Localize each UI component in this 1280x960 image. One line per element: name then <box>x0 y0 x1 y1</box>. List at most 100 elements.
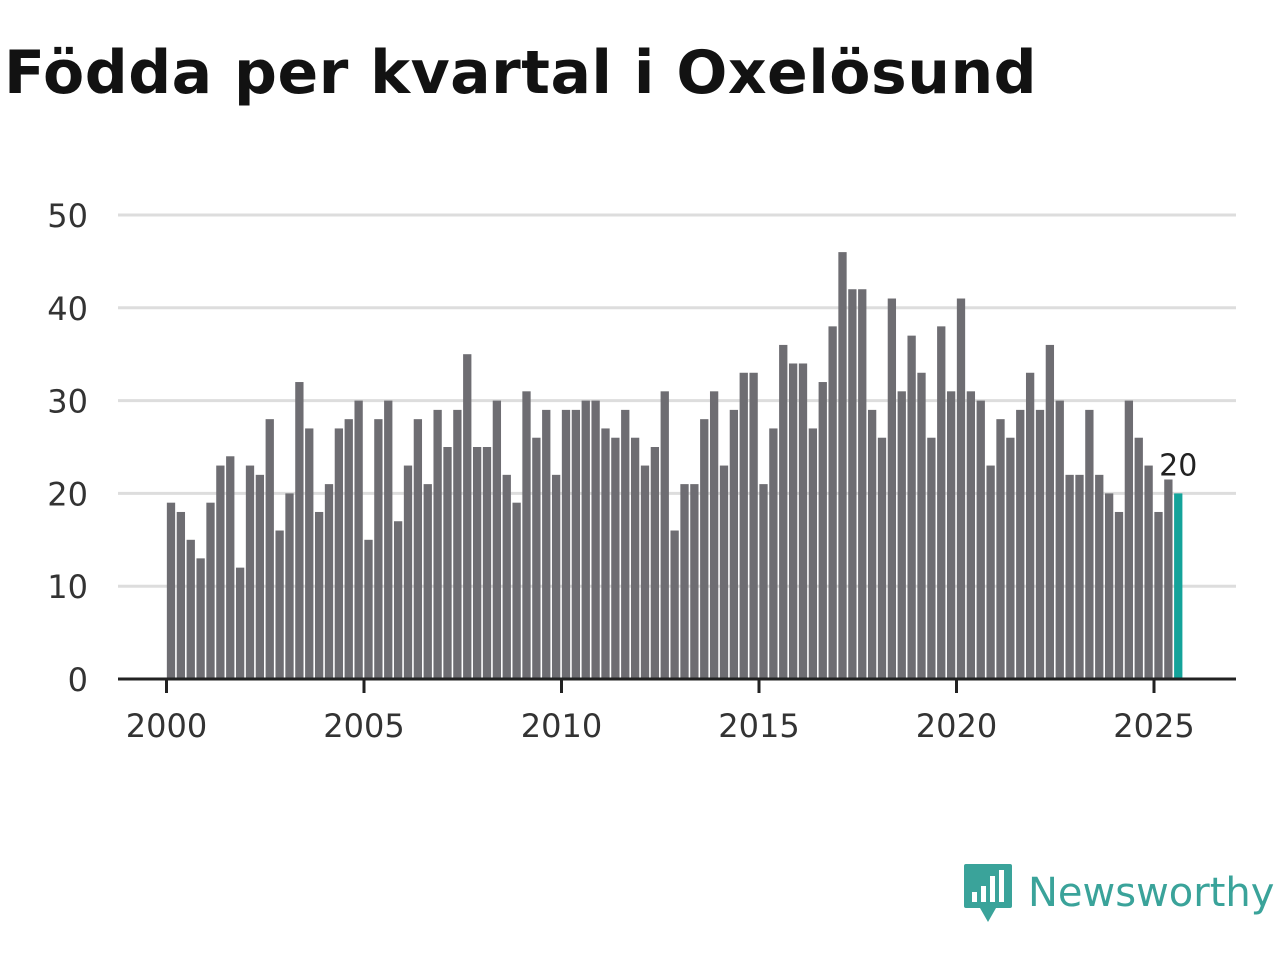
bar <box>492 400 502 679</box>
y-tick-label: 30 <box>47 383 88 421</box>
bar <box>739 372 748 679</box>
bar <box>384 400 393 679</box>
bar <box>611 437 620 679</box>
newsworthy-logo-icon <box>964 864 1012 922</box>
bar <box>393 521 403 679</box>
bar <box>433 409 442 679</box>
bar <box>374 419 383 679</box>
y-tick-label: 10 <box>47 568 88 606</box>
bar <box>354 400 363 679</box>
bar <box>1124 400 1134 679</box>
bar <box>759 484 768 679</box>
bar <box>591 400 600 679</box>
latest-value-label: 20 <box>1159 448 1197 483</box>
bar <box>867 409 877 679</box>
bar <box>176 511 186 679</box>
bar <box>265 419 274 679</box>
bar-latest <box>1174 493 1183 679</box>
bar <box>542 409 551 679</box>
bar <box>1035 409 1045 679</box>
bar <box>453 409 462 679</box>
bar <box>196 558 205 679</box>
x-axis-ticks: 2000 2005 2010 2015 2020 2025 <box>126 679 1195 745</box>
y-tick-label: 50 <box>47 197 88 235</box>
chart-title: Födda per kvartal i Oxelösund <box>4 38 1038 108</box>
bar <box>877 437 887 679</box>
bar <box>235 567 245 679</box>
bar <box>561 409 571 679</box>
bar <box>630 437 640 679</box>
bar <box>709 391 719 679</box>
bar <box>976 400 985 679</box>
bar <box>216 465 225 679</box>
bar <box>660 391 669 679</box>
bar <box>1075 474 1084 679</box>
x-tick-label: 2010 <box>521 707 602 745</box>
x-tick-label: 2015 <box>718 707 799 745</box>
bar <box>1065 474 1074 679</box>
bar <box>522 391 531 679</box>
bar <box>788 363 798 679</box>
bar <box>1164 479 1173 679</box>
bar <box>700 419 709 679</box>
bar <box>956 298 966 679</box>
y-tick-label: 20 <box>47 475 88 513</box>
bar <box>463 354 472 679</box>
bar <box>482 447 492 679</box>
bar <box>769 428 778 679</box>
bar <box>1055 400 1064 679</box>
bar <box>334 428 344 679</box>
bar <box>828 326 837 679</box>
bar <box>502 474 511 679</box>
y-tick-label: 0 <box>68 661 88 699</box>
bar <box>403 465 413 679</box>
bar <box>858 289 867 679</box>
bar <box>897 391 906 679</box>
bar <box>285 493 294 679</box>
bar <box>1085 409 1094 679</box>
bar <box>1144 465 1153 679</box>
bar <box>946 391 956 679</box>
bar <box>927 437 936 679</box>
bar <box>166 502 176 679</box>
bar <box>1025 372 1035 679</box>
bar <box>917 372 926 679</box>
bar <box>887 298 897 679</box>
bar <box>650 447 660 679</box>
bar <box>818 382 827 679</box>
bar <box>986 465 995 679</box>
x-tick-label: 2005 <box>323 707 404 745</box>
bar <box>255 474 265 679</box>
bar <box>798 363 808 679</box>
bar <box>581 400 590 679</box>
bar <box>226 456 235 679</box>
bar <box>186 539 195 679</box>
bar <box>601 428 610 679</box>
bar <box>680 484 689 679</box>
x-tick-label: 2025 <box>1113 707 1194 745</box>
brand-logo: Newsworthy <box>962 862 1274 924</box>
bar <box>512 502 521 679</box>
bar <box>749 372 758 679</box>
y-axis-ticks: 0 10 20 30 40 50 <box>47 197 88 699</box>
bar <box>206 502 215 679</box>
bar <box>779 344 788 679</box>
bar <box>1114 511 1124 679</box>
bar <box>670 530 679 679</box>
bar <box>640 465 650 679</box>
bar <box>571 409 581 679</box>
x-tick-label: 2020 <box>916 707 997 745</box>
bar <box>729 409 739 679</box>
bar <box>1154 511 1163 679</box>
bar <box>344 419 353 679</box>
bar <box>364 539 373 679</box>
bar <box>532 437 541 679</box>
bar <box>275 530 284 679</box>
data-labels: 20 <box>1159 448 1197 483</box>
bar <box>245 465 255 679</box>
bar <box>443 447 452 679</box>
bar <box>295 382 304 679</box>
y-tick-label: 40 <box>47 290 88 328</box>
bar <box>838 252 847 679</box>
